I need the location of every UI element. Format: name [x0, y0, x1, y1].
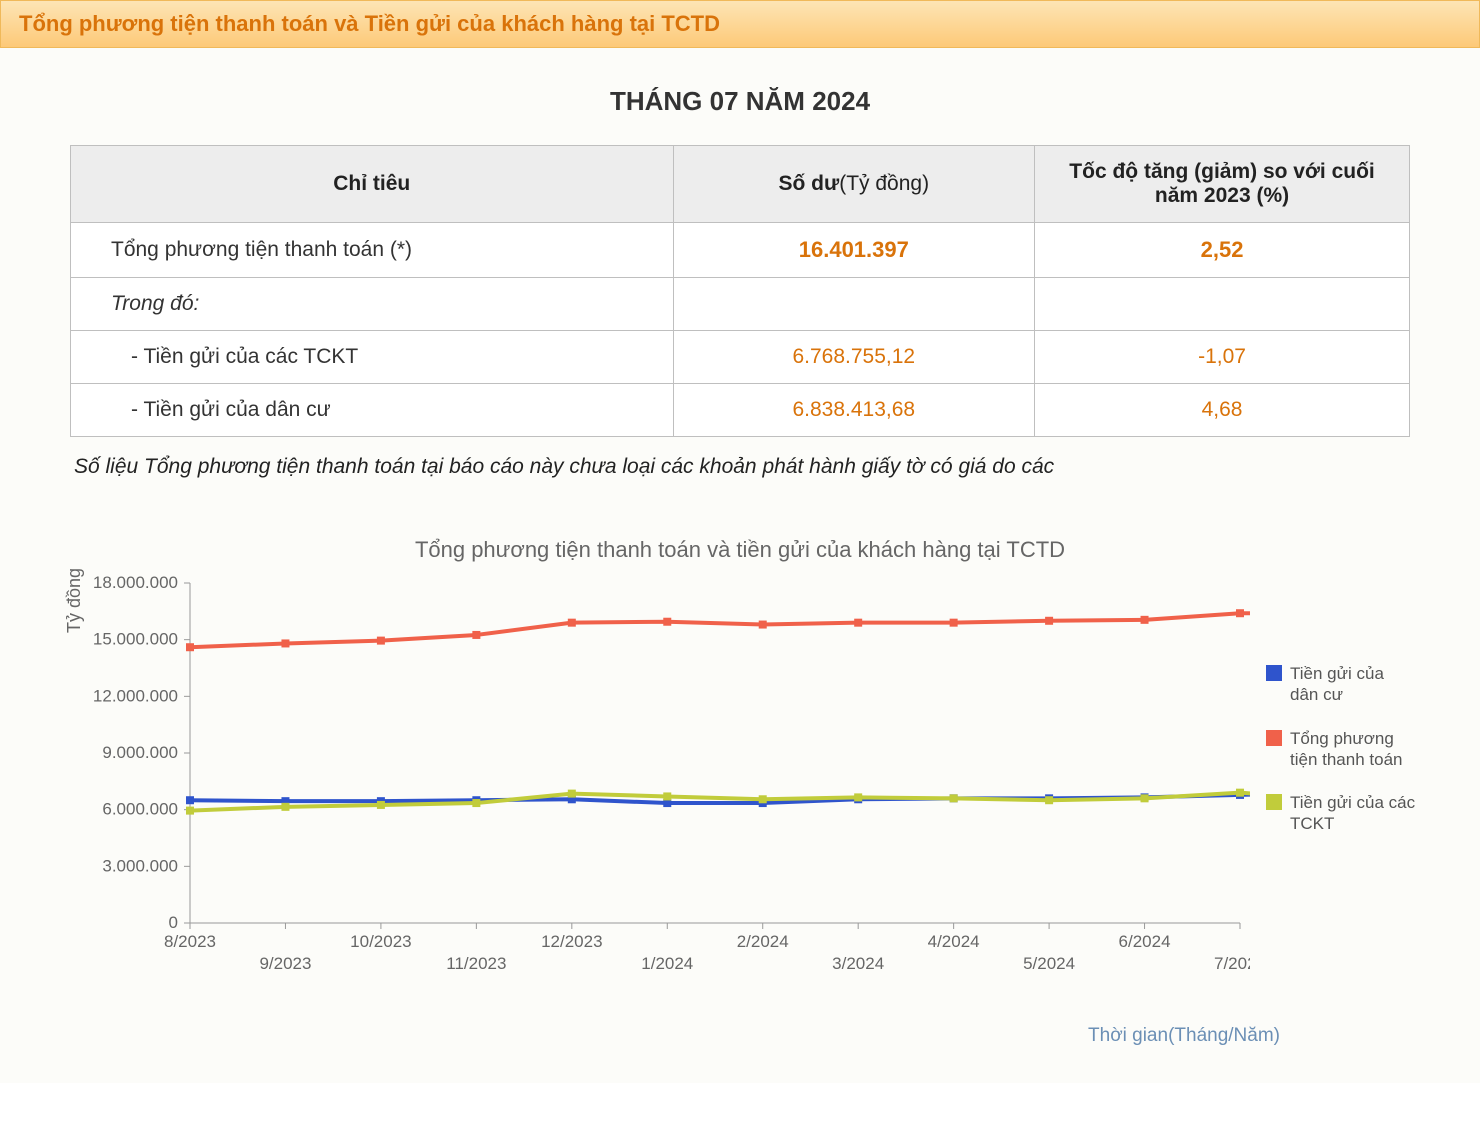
- svg-text:5/2024: 5/2024: [1023, 954, 1075, 973]
- svg-text:6/2024: 6/2024: [1119, 932, 1171, 951]
- svg-text:4/2024: 4/2024: [928, 932, 980, 951]
- chart-area: Tỷ đồng 03.000.0006.000.0009.000.00012.0…: [70, 573, 1410, 1043]
- svg-text:6.000.000: 6.000.000: [102, 800, 178, 819]
- table-row-total: Tổng phương tiện thanh toán (*) 16.401.3…: [71, 223, 1410, 278]
- x-axis-title: Thời gian(Tháng/Năm): [1088, 1025, 1280, 1047]
- svg-text:3.000.000: 3.000.000: [102, 856, 178, 875]
- cell-dancu-balance: 6.838.413,68: [673, 384, 1035, 437]
- chart-legend: Tiền gửi của dân cư Tổng phương tiện tha…: [1266, 663, 1416, 857]
- legend-label: Tiền gửi của các TCKT: [1290, 792, 1416, 835]
- col-header-indicator: Chỉ tiêu: [71, 146, 674, 223]
- chart-section: Tổng phương tiện thanh toán và tiền gửi …: [70, 537, 1410, 1043]
- legend-swatch-icon: [1266, 665, 1282, 681]
- table-row-tckt: - Tiền gửi của các TCKT 6.768.755,12 -1,…: [71, 331, 1410, 384]
- svg-text:10/2023: 10/2023: [350, 932, 411, 951]
- svg-text:9/2023: 9/2023: [259, 954, 311, 973]
- data-table: Chỉ tiêu Số dư(Tỷ đồng) Tốc độ tăng (giả…: [70, 145, 1410, 437]
- col-header-rate: Tốc độ tăng (giảm) so với cuối năm 2023 …: [1035, 146, 1410, 223]
- cell-empty: [673, 278, 1035, 331]
- cell-dancu-label: - Tiền gửi của dân cư: [71, 384, 674, 437]
- svg-text:1/2024: 1/2024: [641, 954, 693, 973]
- col-header-balance-main: Số dư: [779, 172, 840, 195]
- page-title: Tổng phương tiện thanh toán và Tiền gửi …: [19, 11, 1461, 37]
- legend-item-tckt: Tiền gửi của các TCKT: [1266, 792, 1416, 835]
- period-subtitle: THÁNG 07 NĂM 2024: [0, 86, 1480, 117]
- cell-total-rate: 2,52: [1035, 223, 1410, 278]
- y-axis-title: Tỷ đồng: [64, 568, 85, 633]
- legend-item-dancu: Tiền gửi của dân cư: [1266, 663, 1416, 706]
- cell-inwhich: Trong đó:: [71, 278, 674, 331]
- svg-text:3/2024: 3/2024: [832, 954, 884, 973]
- cell-empty: [1035, 278, 1410, 331]
- svg-text:11/2023: 11/2023: [446, 954, 506, 973]
- svg-text:15.000.000: 15.000.000: [93, 630, 178, 649]
- table-row-inwhich: Trong đó:: [71, 278, 1410, 331]
- col-header-balance-unit: (Tỷ đồng): [839, 172, 929, 195]
- legend-item-total: Tổng phương tiện thanh toán: [1266, 728, 1416, 771]
- legend-label: Tiền gửi của dân cư: [1290, 663, 1416, 706]
- cell-tckt-rate: -1,07: [1035, 331, 1410, 384]
- svg-text:8/2023: 8/2023: [164, 932, 216, 951]
- chart-title: Tổng phương tiện thanh toán và tiền gửi …: [70, 537, 1410, 563]
- svg-text:2/2024: 2/2024: [737, 932, 789, 951]
- legend-label: Tổng phương tiện thanh toán: [1290, 728, 1416, 771]
- cell-total-balance: 16.401.397: [673, 223, 1035, 278]
- legend-swatch-icon: [1266, 794, 1282, 810]
- table-row-dancu: - Tiền gửi của dân cư 6.838.413,68 4,68: [71, 384, 1410, 437]
- svg-text:12.000.000: 12.000.000: [93, 686, 178, 705]
- cell-tckt-label: - Tiền gửi của các TCKT: [71, 331, 674, 384]
- svg-text:12/2023: 12/2023: [541, 932, 602, 951]
- page-container: Tổng phương tiện thanh toán và Tiền gửi …: [0, 0, 1480, 1083]
- svg-text:7/2024: 7/2024: [1214, 954, 1250, 973]
- cell-dancu-rate: 4,68: [1035, 384, 1410, 437]
- col-header-balance: Số dư(Tỷ đồng): [673, 146, 1035, 223]
- legend-swatch-icon: [1266, 730, 1282, 746]
- line-chart: 0 3.000.000 6.000.000 9.000.000 12.000.000 15…: [70, 573, 1250, 993]
- footnote-text: Số liệu Tổng phương tiện thanh toán tại …: [70, 455, 1410, 479]
- svg-text:18.000.000: 18.000.000: [93, 573, 178, 592]
- cell-total-label: Tổng phương tiện thanh toán (*): [71, 223, 674, 278]
- svg-text:0: 0: [169, 913, 178, 932]
- svg-text:9.000.000: 9.000.000: [102, 743, 178, 762]
- cell-tckt-balance: 6.768.755,12: [673, 331, 1035, 384]
- title-bar: Tổng phương tiện thanh toán và Tiền gửi …: [0, 0, 1480, 48]
